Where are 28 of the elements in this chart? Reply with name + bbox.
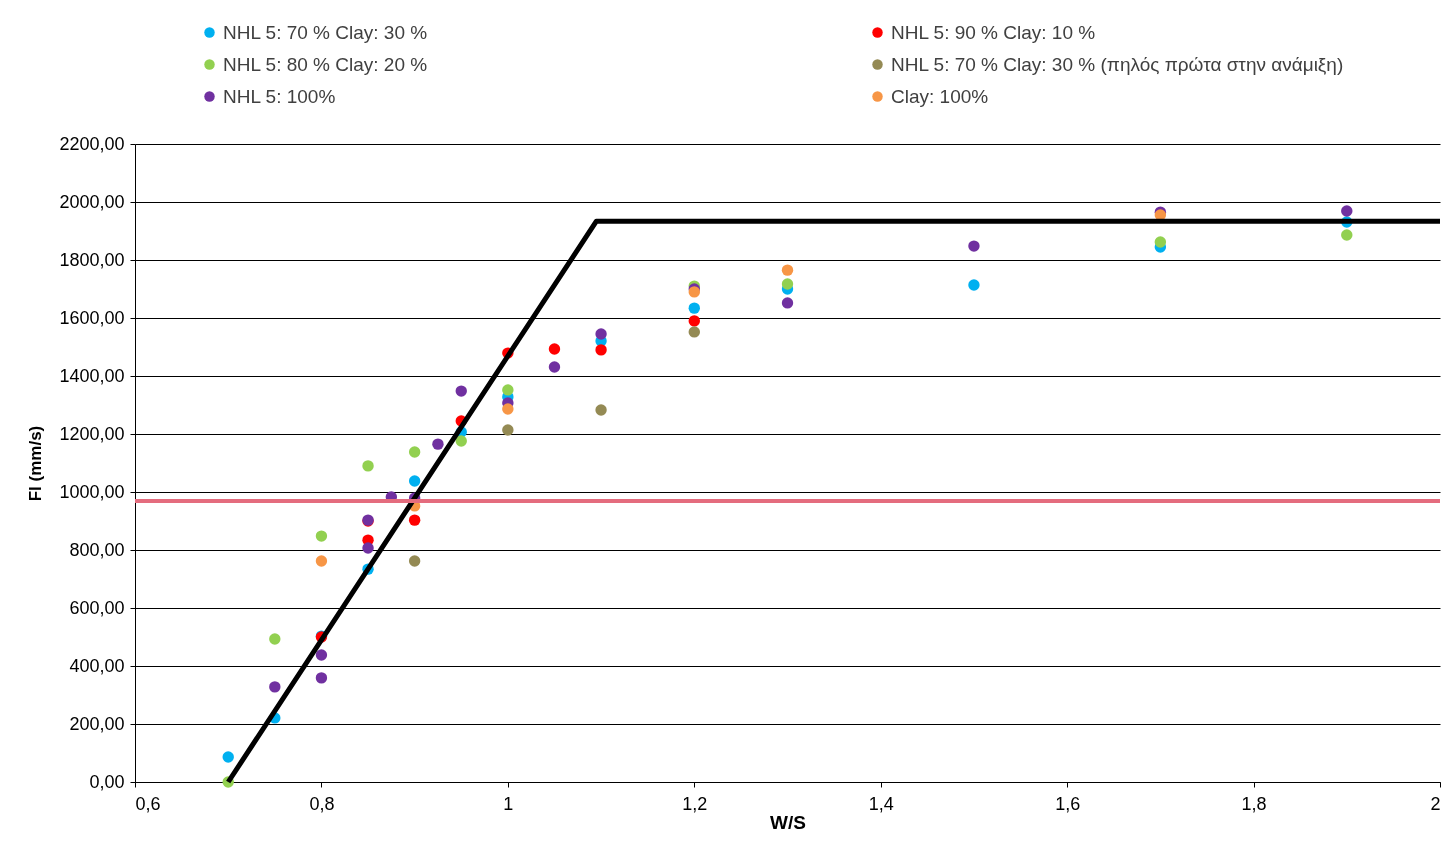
- y-tick-label: 1800,00: [59, 249, 125, 270]
- y-tick-label: 200,00: [69, 713, 125, 734]
- y-tick-label: 800,00: [69, 539, 125, 560]
- y-tick-label: 1600,00: [59, 307, 125, 328]
- y-tick-label: 1000,00: [59, 481, 125, 502]
- x-tick-label: 1,8: [1241, 793, 1267, 814]
- legend-label: NHL 5: 80 % Clay: 20 %: [223, 53, 428, 75]
- x-tick-label: 0,6: [135, 793, 161, 814]
- legend-label: NHL 5: 70 % Clay: 30 % (πηλός πρώτα στην ανάμιξη): [891, 53, 1344, 75]
- y-tick-label: 600,00: [69, 597, 125, 618]
- y-tick-label: 2200,00: [59, 133, 125, 154]
- x-tick-label: 1,4: [868, 793, 894, 814]
- x-tick-label: 1,6: [1055, 793, 1081, 814]
- y-tick-label: 1400,00: [59, 365, 125, 386]
- y-axis-title: Fl (mm/s): [26, 425, 46, 502]
- y-tick-label: 1200,00: [59, 423, 125, 444]
- legend-label: NHL 5: 70 % Clay: 30 %: [223, 21, 428, 43]
- y-tick-label: 0,00: [89, 771, 125, 792]
- legend-label: Clay: 100%: [891, 85, 989, 107]
- x-axis-title: W/S: [770, 811, 806, 833]
- x-tick-label: 1,2: [682, 793, 708, 814]
- x-tick-label: 0,8: [309, 793, 335, 814]
- legend-label: NHL 5: 90 % Clay: 10 %: [891, 21, 1096, 43]
- y-tick-label: 400,00: [69, 655, 125, 676]
- x-tick-label: 1: [503, 793, 514, 814]
- legend-label: NHL 5: 100%: [223, 85, 336, 107]
- x-tick-label: 2: [1430, 793, 1441, 814]
- y-tick-label: 2000,00: [59, 191, 125, 212]
